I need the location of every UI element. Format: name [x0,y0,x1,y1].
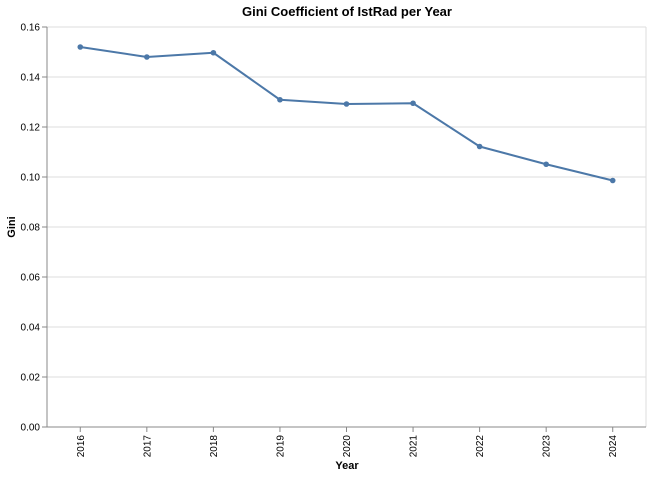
x-tick-label: 2017 [142,435,153,458]
x-tick-label: 2024 [608,435,619,458]
data-point [543,161,549,168]
data-point [609,177,616,184]
series-layer [77,44,616,184]
data-point [210,49,217,56]
y-tick-label: 0.12 [21,123,41,134]
x-tick-label: 2023 [542,435,553,458]
x-tick-label: 2016 [76,435,87,458]
x-axis-title: Year [335,460,359,472]
y-axis-ticks: 0.00 0.02 0.04 0.06 0.08 0.10 0.12 0.14 0.16 [21,23,47,434]
y-tick-label: 0.02 [21,373,41,384]
data-point [277,96,283,103]
y-tick-label: 0.14 [21,73,41,84]
y-tick-label: 0.08 [21,223,41,234]
y-tick-label: 0.06 [21,273,41,284]
chart-title: Gini Coefficient of IstRad per Year [242,4,452,19]
x-tick-label: 2022 [475,435,486,458]
gridlines [47,26,647,428]
data-point [343,101,350,107]
x-tick-label: 2021 [409,435,420,458]
x-tick-label: 2018 [209,435,220,458]
data-point [476,143,483,150]
x-axis-ticks: 2016 2017 2018 2019 2020 2021 2022 2023 2024 [76,427,619,457]
y-axis-title: Gini [6,216,18,237]
y-tick-label: 0.00 [21,423,41,434]
y-tick-label: 0.04 [21,323,41,334]
series-line [79,46,614,182]
x-tick-label: 2019 [275,435,286,458]
data-point [410,100,416,107]
y-tick-label: 0.16 [21,23,41,34]
x-tick-label: 2020 [342,435,353,458]
data-point [144,54,150,60]
y-tick-label: 0.10 [21,173,41,184]
data-point [77,44,84,50]
